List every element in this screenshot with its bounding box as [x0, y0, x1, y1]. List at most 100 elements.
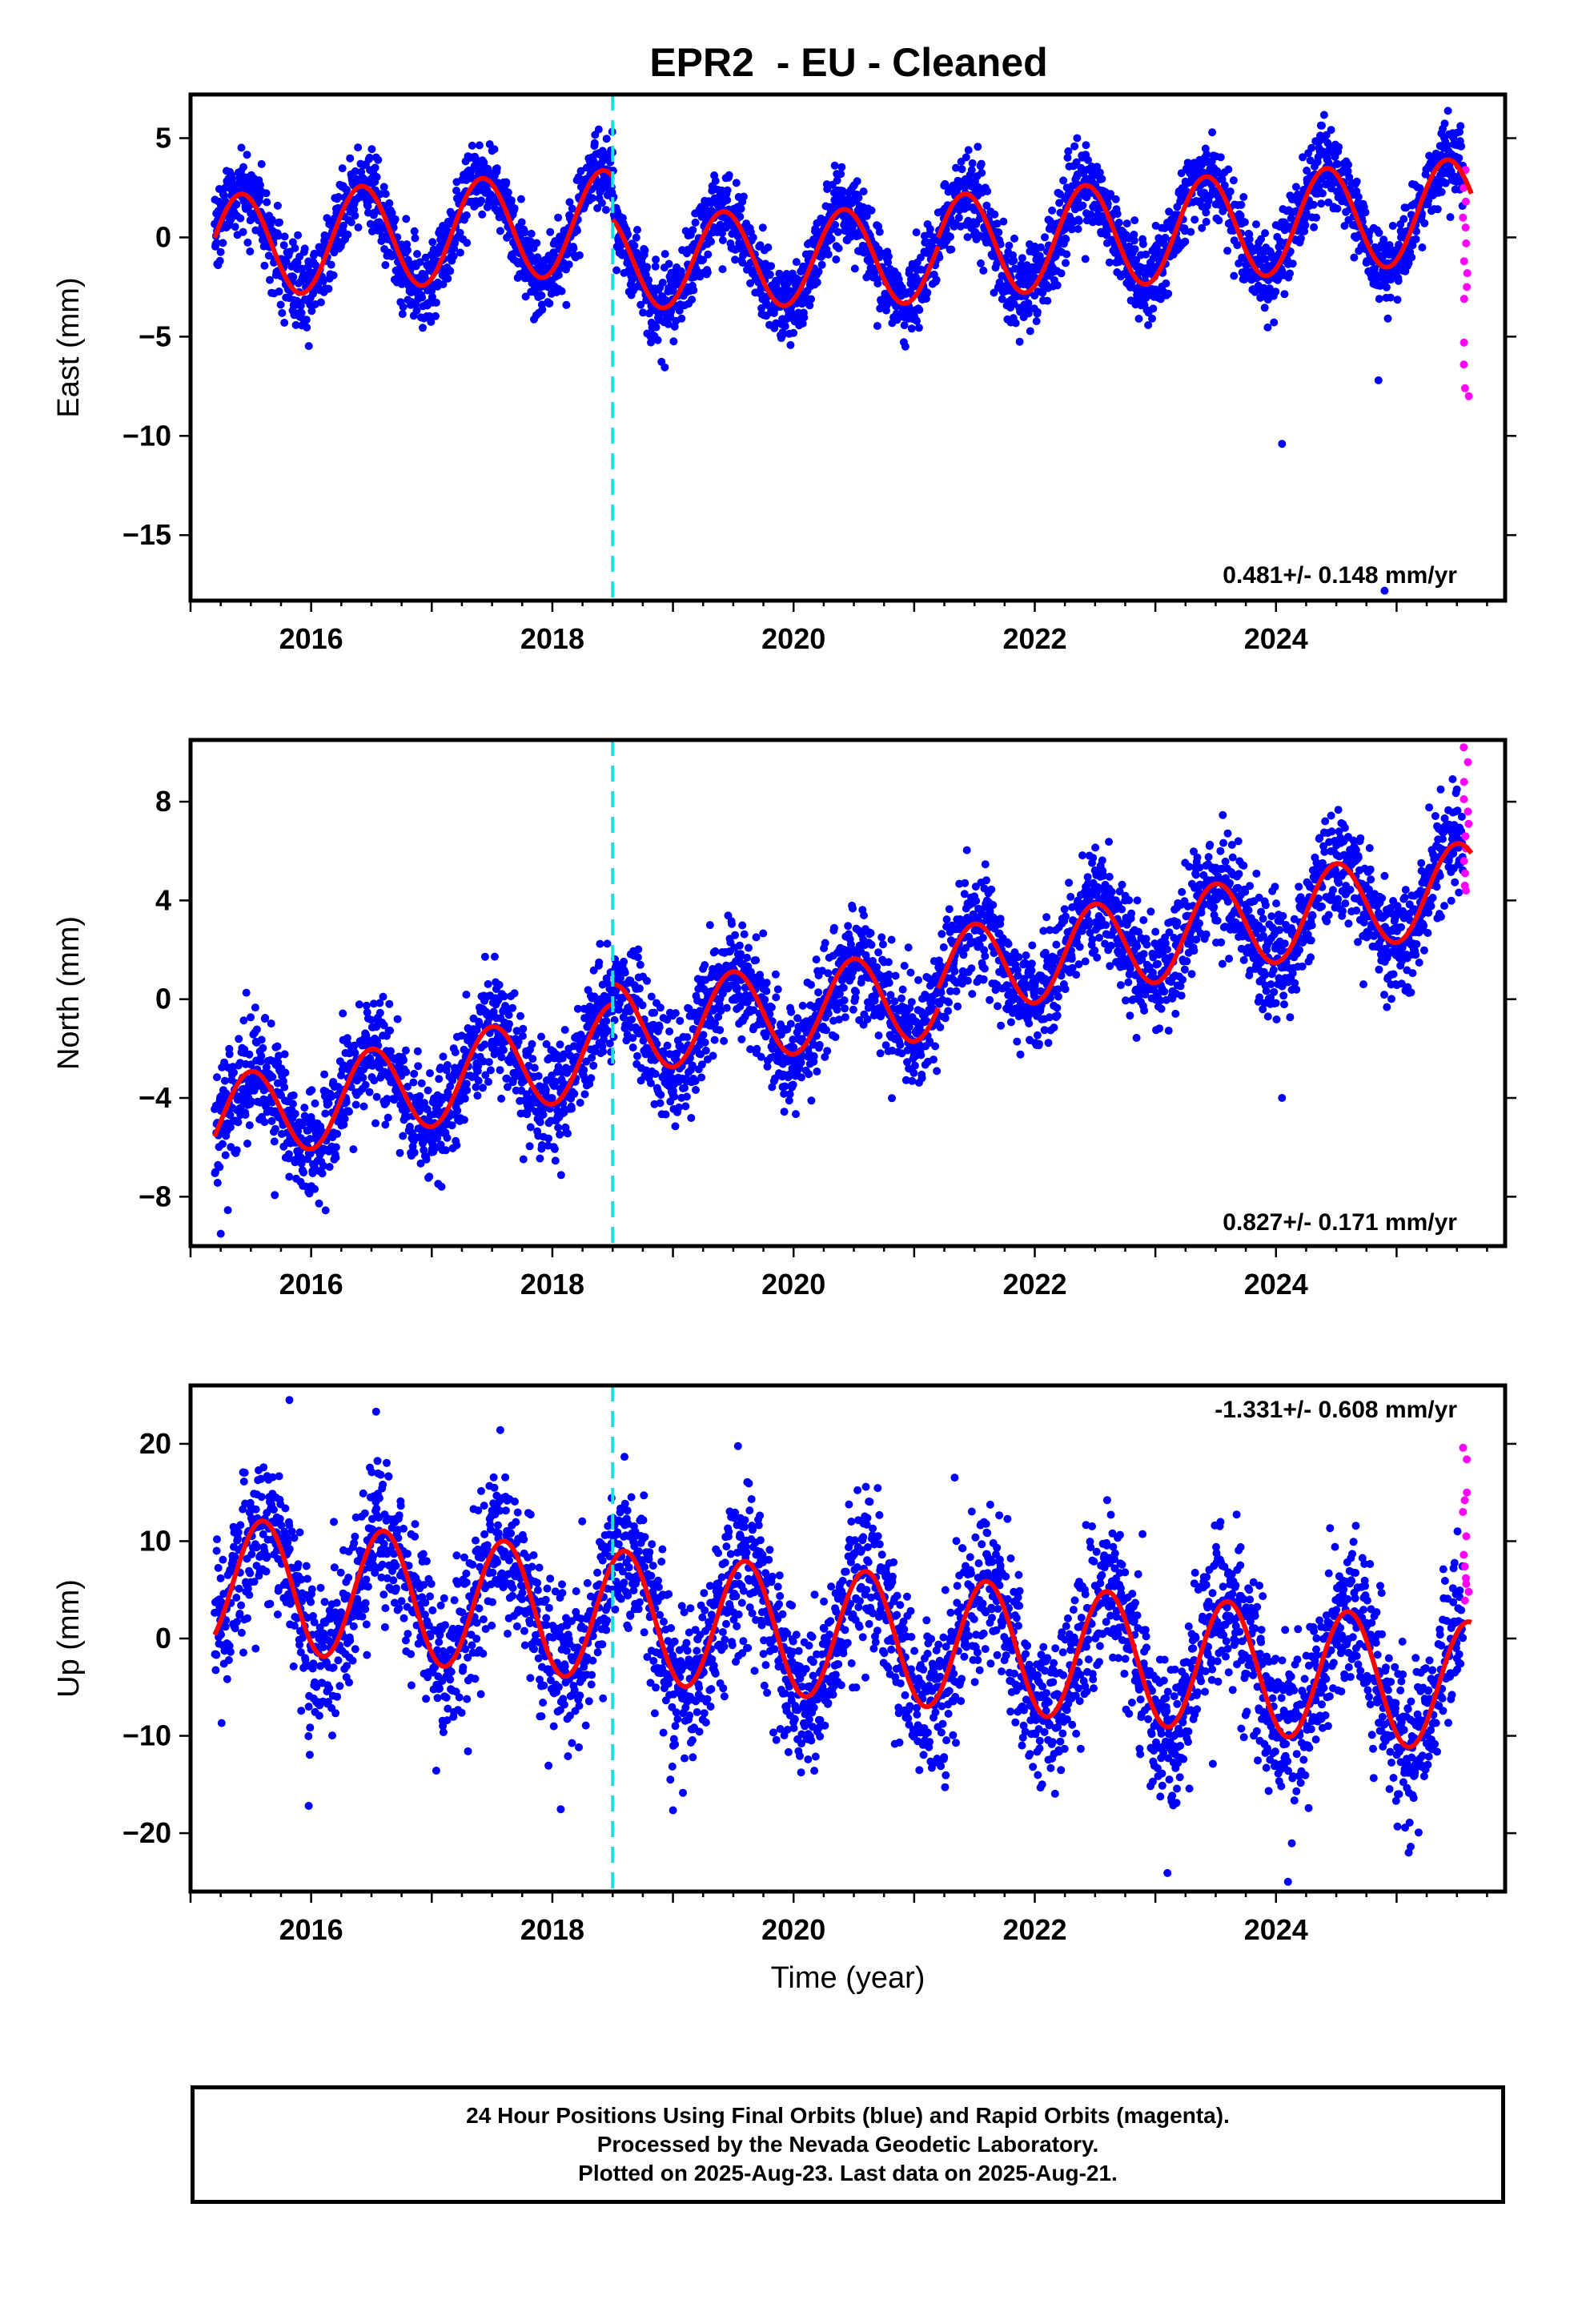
- east-final-point: [1457, 142, 1466, 151]
- east-final-point: [354, 223, 363, 231]
- east-final-point: [964, 146, 973, 155]
- east-rapid-point: [1459, 213, 1468, 222]
- north-final-point: [390, 1096, 399, 1104]
- east-final-point: [439, 280, 448, 288]
- east-final-point: [327, 260, 335, 269]
- east-final-point: [520, 228, 529, 237]
- east-final-point: [260, 261, 269, 270]
- north-final-point: [692, 1086, 700, 1094]
- east-final-point: [612, 266, 621, 275]
- east-final-point: [404, 246, 412, 255]
- north-final-point: [381, 1120, 390, 1129]
- east-final-point: [363, 202, 372, 211]
- east-final-point: [576, 167, 585, 175]
- north-final-point: [701, 1038, 709, 1047]
- north-final-point: [300, 1104, 309, 1112]
- east-model-curve-0: [212, 167, 615, 296]
- north-final-point: [279, 1077, 287, 1085]
- north-final-point: [545, 1104, 554, 1113]
- east-model-curve-2: [936, 157, 1474, 296]
- east-final-point: [1156, 295, 1165, 304]
- east-final-point: [1376, 282, 1384, 290]
- east-x-tick-label: 2016: [279, 622, 343, 655]
- east-rapid-point: [1460, 384, 1469, 392]
- east-final-point: [677, 267, 685, 275]
- north-final-point: [362, 1001, 371, 1010]
- east-final-point: [347, 218, 355, 227]
- north-final-point: [556, 1040, 564, 1049]
- north-final-point: [486, 1066, 495, 1075]
- north-final-point: [682, 1092, 691, 1101]
- east-final-point: [639, 308, 648, 317]
- east-final-point: [1343, 167, 1352, 175]
- east-final-point: [789, 328, 798, 337]
- north-final-point: [291, 1109, 299, 1118]
- east-final-point: [309, 289, 317, 298]
- east-final-point: [1418, 243, 1427, 251]
- north-final-point: [475, 1020, 484, 1029]
- north-final-point: [375, 1008, 384, 1017]
- east-final-point: [273, 201, 282, 210]
- east-final-point: [884, 252, 893, 261]
- east-final-point: [1215, 216, 1223, 225]
- east-final-point: [1350, 253, 1359, 262]
- east-final-point: [738, 259, 747, 267]
- north-final-point: [383, 1113, 392, 1122]
- east-final-point: [1315, 182, 1323, 191]
- east-final-point: [669, 283, 677, 292]
- north-final-point: [410, 1148, 419, 1157]
- north-final-point: [318, 1169, 327, 1178]
- east-final-point: [1130, 245, 1139, 254]
- north-final-point: [636, 960, 644, 969]
- east-final-point: [1082, 141, 1090, 150]
- east-final-point: [554, 213, 563, 222]
- east-y-tick-label: 5: [155, 122, 171, 155]
- north-final-point: [422, 1155, 431, 1164]
- east-final-point: [1024, 309, 1033, 318]
- north-final-point: [383, 1095, 391, 1104]
- north-final-point: [425, 1172, 434, 1181]
- east-final-point: [1200, 179, 1209, 187]
- north-final-point: [433, 1134, 442, 1143]
- east-final-point: [1216, 153, 1225, 162]
- east-final-point: [456, 228, 464, 237]
- east-final-point: [1223, 247, 1232, 255]
- east-final-point: [1386, 293, 1395, 302]
- east-final-point: [1291, 183, 1300, 191]
- east-final-point: [504, 188, 512, 197]
- east-final-point: [391, 215, 400, 223]
- east-final-point: [1382, 283, 1391, 292]
- north-final-point: [596, 939, 604, 948]
- east-final-point: [1144, 321, 1153, 329]
- north-plot-area: [211, 740, 1474, 1246]
- east-final-point: [978, 168, 986, 177]
- north-final-point: [489, 1007, 498, 1016]
- east-final-point: [1149, 304, 1158, 313]
- east-final-point: [379, 183, 388, 191]
- east-final-point: [456, 248, 464, 257]
- east-final-point: [867, 206, 876, 215]
- east-final-point: [749, 233, 757, 242]
- north-final-point: [297, 1159, 306, 1168]
- east-final-point: [381, 190, 390, 199]
- east-final-point: [1114, 219, 1123, 227]
- east-final-point: [412, 306, 421, 315]
- east-final-point: [963, 233, 972, 242]
- north-final-point: [604, 1027, 612, 1035]
- east-final-point: [1399, 215, 1408, 223]
- north-final-point: [537, 1032, 545, 1041]
- east-final-point: [1074, 225, 1082, 233]
- east-final-point: [1106, 190, 1115, 199]
- east-final-point: [915, 306, 924, 314]
- east-final-point: [371, 163, 379, 172]
- east-final-point: [1306, 156, 1315, 165]
- east-frame: [188, 92, 1508, 603]
- east-final-point: [275, 287, 283, 296]
- north-final-point: [512, 1027, 521, 1035]
- east-final-point: [689, 286, 698, 295]
- north-final-point: [656, 1091, 665, 1100]
- east-final-point: [375, 218, 383, 227]
- east-final-point: [1270, 318, 1279, 327]
- east-final-point: [1263, 323, 1272, 332]
